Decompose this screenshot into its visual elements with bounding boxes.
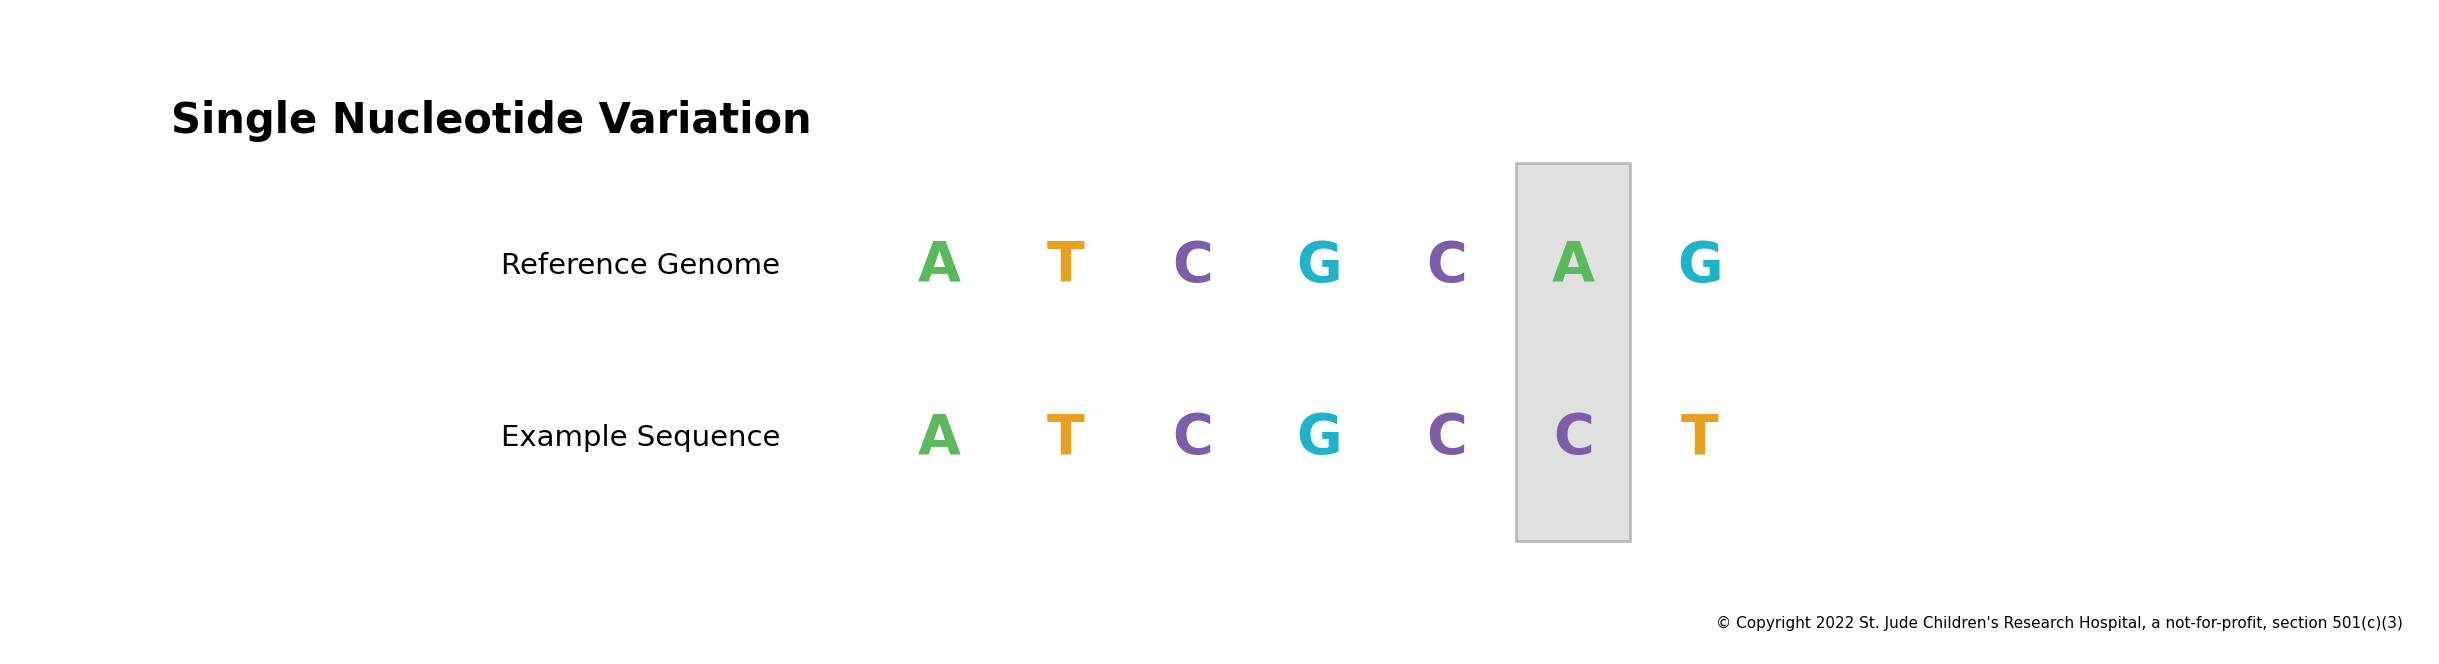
Text: Single Nucleotide Variation: Single Nucleotide Variation [171, 100, 812, 141]
Text: Example Sequence: Example Sequence [500, 424, 780, 452]
Text: T: T [1046, 411, 1085, 465]
Text: C: C [1427, 411, 1466, 465]
Text: © Copyright 2022 St. Jude Children's Research Hospital, a not-for-profit, sectio: © Copyright 2022 St. Jude Children's Res… [1715, 616, 2402, 631]
Text: G: G [1298, 411, 1341, 465]
Text: C: C [1554, 411, 1593, 465]
Text: T: T [1680, 411, 1719, 465]
Text: C: C [1173, 238, 1212, 293]
Text: Reference Genome: Reference Genome [502, 252, 780, 280]
Text: A: A [917, 238, 961, 293]
Text: A: A [1551, 238, 1595, 293]
Text: A: A [917, 411, 961, 465]
Text: G: G [1678, 238, 1722, 293]
Text: T: T [1046, 238, 1085, 293]
Text: G: G [1298, 238, 1341, 293]
Text: C: C [1173, 411, 1212, 465]
Text: C: C [1427, 238, 1466, 293]
